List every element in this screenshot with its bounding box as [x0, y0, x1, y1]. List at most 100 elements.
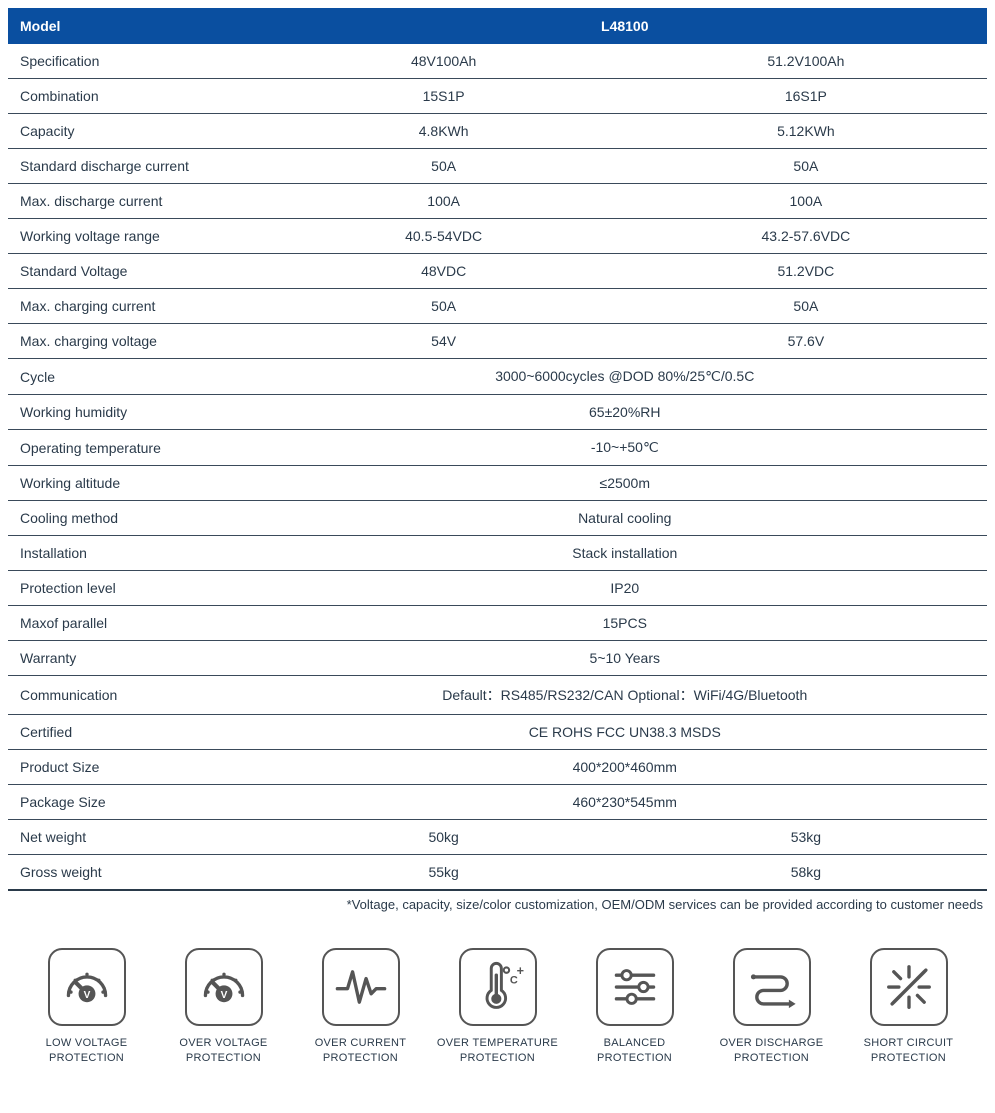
- spec-footnote: *Voltage, capacity, size/color customiza…: [8, 897, 983, 912]
- spec-row-col2: 5.12KWh: [625, 114, 987, 149]
- table-row: Net weight50kg53kg: [8, 820, 987, 855]
- protection-feature-label: BALANCEDPROTECTION: [597, 1036, 672, 1066]
- spec-row-label: Max. discharge current: [8, 184, 263, 219]
- spec-row-label: Maxof parallel: [8, 606, 263, 641]
- spec-header-row: Model L48100: [8, 8, 987, 44]
- spec-row-col2: 50A: [625, 289, 987, 324]
- svg-text:V: V: [220, 990, 227, 1001]
- protection-feature-label: OVER CURRENTPROTECTION: [315, 1036, 407, 1066]
- protection-feature: BALANCEDPROTECTION: [570, 948, 700, 1066]
- spec-row-col1: 50A: [263, 289, 625, 324]
- table-row: Package Size460*230*545mm: [8, 785, 987, 820]
- spec-row-label: Net weight: [8, 820, 263, 855]
- spec-row-value: 400*200*460mm: [263, 750, 987, 785]
- table-row: Standard discharge current50A50A: [8, 149, 987, 184]
- spec-row-value: ≤2500m: [263, 466, 987, 501]
- spec-row-col1: 48VDC: [263, 254, 625, 289]
- spec-row-label: Certified: [8, 715, 263, 750]
- table-row: Working altitude≤2500m: [8, 466, 987, 501]
- spec-row-label: Standard discharge current: [8, 149, 263, 184]
- spec-row-col2: 100A: [625, 184, 987, 219]
- spec-row-label: Installation: [8, 536, 263, 571]
- spec-row-col1: 100A: [263, 184, 625, 219]
- spec-row-label: Capacity: [8, 114, 263, 149]
- spec-row-col1: 4.8KWh: [263, 114, 625, 149]
- spec-row-value: Stack installation: [263, 536, 987, 571]
- spec-row-label: Max. charging current: [8, 289, 263, 324]
- table-row: Working voltage range40.5-54VDC43.2-57.6…: [8, 219, 987, 254]
- protection-feature: C + OVER TEMPERATUREPROTECTION: [433, 948, 563, 1066]
- spec-row-label: Working voltage range: [8, 219, 263, 254]
- table-row: Warranty5~10 Years: [8, 641, 987, 676]
- table-row: Cooling methodNatural cooling: [8, 501, 987, 536]
- model-label-header: Model: [8, 8, 263, 44]
- table-row: Max. discharge current100A100A: [8, 184, 987, 219]
- spec-row-label: Cooling method: [8, 501, 263, 536]
- table-row: InstallationStack installation: [8, 536, 987, 571]
- protection-feature-label: LOW VOLTAGEPROTECTION: [46, 1036, 128, 1066]
- table-row: Operating temperature-10~+50℃: [8, 430, 987, 466]
- spec-row-value: 15PCS: [263, 606, 987, 641]
- protection-feature-label: OVER DISCHARGEPROTECTION: [720, 1036, 824, 1066]
- spec-row-value: 5~10 Years: [263, 641, 987, 676]
- spec-row-col2: 51.2V100Ah: [625, 44, 987, 79]
- spec-row-value: Natural cooling: [263, 501, 987, 536]
- sliders-icon: [596, 948, 674, 1026]
- spec-row-label: Protection level: [8, 571, 263, 606]
- spec-row-label: Combination: [8, 79, 263, 114]
- table-row: Working humidity65±20%RH: [8, 395, 987, 430]
- spec-row-label: Product Size: [8, 750, 263, 785]
- spec-row-value: IP20: [263, 571, 987, 606]
- protection-features-row: V LOW VOLTAGEPROTECTION V OVER VOLTAGEPR…: [8, 948, 987, 1066]
- short-icon: [870, 948, 948, 1026]
- spec-row-col1: 40.5-54VDC: [263, 219, 625, 254]
- table-row: CertifiedCE ROHS FCC UN38.3 MSDS: [8, 715, 987, 750]
- spec-row-col2: 51.2VDC: [625, 254, 987, 289]
- protection-feature: V LOW VOLTAGEPROTECTION: [22, 948, 152, 1066]
- pulse-icon: [322, 948, 400, 1026]
- table-row: CommunicationDefault：RS485/RS232/CAN Opt…: [8, 676, 987, 715]
- table-row: Cycle3000~6000cycles @DOD 80%/25℃/0.5C: [8, 359, 987, 395]
- table-row: Product Size400*200*460mm: [8, 750, 987, 785]
- table-row: Max. charging voltage54V57.6V: [8, 324, 987, 359]
- table-row: Maxof parallel15PCS: [8, 606, 987, 641]
- spec-row-col2: 43.2-57.6VDC: [625, 219, 987, 254]
- table-row: Max. charging current50A50A: [8, 289, 987, 324]
- spec-row-label: Package Size: [8, 785, 263, 820]
- protection-feature: OVER DISCHARGEPROTECTION: [707, 948, 837, 1066]
- spec-row-label: Standard Voltage: [8, 254, 263, 289]
- spec-row-label: Gross weight: [8, 855, 263, 891]
- spec-row-value: Default：RS485/RS232/CAN Optional：WiFi/4G…: [263, 676, 987, 715]
- spec-row-col2: 53kg: [625, 820, 987, 855]
- thermometer-icon: C +: [459, 948, 537, 1026]
- spec-row-label: Cycle: [8, 359, 263, 395]
- spec-row-label: Warranty: [8, 641, 263, 676]
- spec-row-col2: 58kg: [625, 855, 987, 891]
- discharge-icon: [733, 948, 811, 1026]
- table-row: Combination15S1P16S1P: [8, 79, 987, 114]
- table-row: Gross weight55kg58kg: [8, 855, 987, 891]
- spec-row-col1: 55kg: [263, 855, 625, 891]
- spec-table: Model L48100 Specification48V100Ah51.2V1…: [8, 8, 987, 891]
- spec-row-col1: 50kg: [263, 820, 625, 855]
- spec-row-value: 3000~6000cycles @DOD 80%/25℃/0.5C: [263, 359, 987, 395]
- table-row: Standard Voltage48VDC51.2VDC: [8, 254, 987, 289]
- spec-row-value: 65±20%RH: [263, 395, 987, 430]
- spec-row-col2: 16S1P: [625, 79, 987, 114]
- protection-feature: OVER CURRENTPROTECTION: [296, 948, 426, 1066]
- spec-row-label: Working altitude: [8, 466, 263, 501]
- protection-feature: SHORT CIRCUITPROTECTION: [844, 948, 974, 1066]
- gauge-v-icon: V: [185, 948, 263, 1026]
- table-row: Protection levelIP20: [8, 571, 987, 606]
- protection-feature-label: OVER VOLTAGEPROTECTION: [179, 1036, 267, 1066]
- spec-row-value: 460*230*545mm: [263, 785, 987, 820]
- spec-row-col1: 50A: [263, 149, 625, 184]
- table-row: Specification48V100Ah51.2V100Ah: [8, 44, 987, 79]
- model-name-header: L48100: [263, 8, 987, 44]
- spec-row-label: Communication: [8, 676, 263, 715]
- table-row: Capacity4.8KWh5.12KWh: [8, 114, 987, 149]
- spec-row-label: Operating temperature: [8, 430, 263, 466]
- protection-feature-label: OVER TEMPERATUREPROTECTION: [437, 1036, 558, 1066]
- spec-row-col2: 50A: [625, 149, 987, 184]
- spec-row-label: Specification: [8, 44, 263, 79]
